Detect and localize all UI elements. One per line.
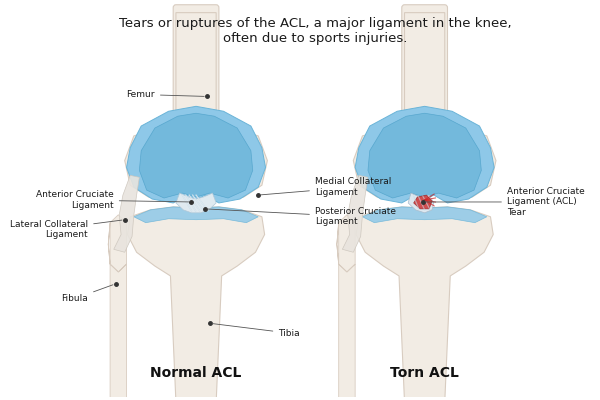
Polygon shape [343,175,368,252]
Text: Femur: Femur [127,90,204,99]
Polygon shape [139,113,253,198]
Polygon shape [353,13,496,200]
Polygon shape [176,193,216,213]
Text: Tears or ruptures of the ACL, a major ligament in the knee,
often due to sports : Tears or ruptures of the ACL, a major li… [119,16,511,44]
Text: Normal ACL: Normal ACL [151,366,242,380]
Polygon shape [114,175,139,252]
Polygon shape [356,207,493,400]
Polygon shape [355,106,494,203]
Text: Anterior Cruciate
Ligament: Anterior Cruciate Ligament [36,190,188,210]
FancyBboxPatch shape [402,5,448,127]
Polygon shape [413,195,432,209]
Polygon shape [337,215,355,400]
Text: Tibia: Tibia [212,324,300,338]
Polygon shape [408,193,434,213]
Polygon shape [134,207,258,223]
Polygon shape [368,113,481,198]
Text: Torn ACL: Torn ACL [390,366,459,380]
Text: Lateral Collateral
Ligament: Lateral Collateral Ligament [10,220,122,239]
Text: Anterior Cruciate
Ligament (ACL)
Tear: Anterior Cruciate Ligament (ACL) Tear [425,187,584,217]
Text: Medial Collateral
Ligament: Medial Collateral Ligament [261,178,391,197]
Text: Fibula: Fibula [61,285,113,303]
Polygon shape [127,207,265,400]
Polygon shape [125,13,268,200]
FancyBboxPatch shape [173,5,219,127]
Polygon shape [108,215,127,400]
Polygon shape [127,106,266,203]
Text: Posterior Cruciate
Ligament: Posterior Cruciate Ligament [208,207,396,226]
Polygon shape [362,207,487,223]
